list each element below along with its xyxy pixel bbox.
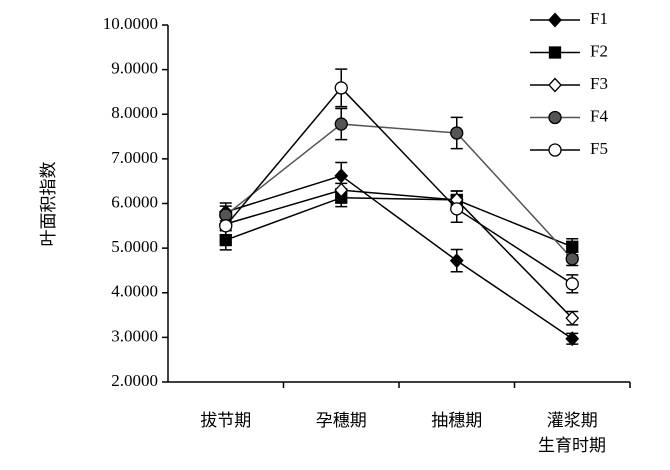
data-point — [565, 310, 580, 326]
series-line — [225, 123, 573, 260]
legend-marker — [548, 12, 562, 28]
data-point — [219, 219, 233, 233]
data-point — [449, 253, 464, 269]
legend-label: F5 — [590, 139, 608, 158]
data-point — [565, 252, 579, 266]
data-point — [334, 81, 348, 95]
x-tick-label: 拔节期 — [200, 411, 251, 430]
y-tick-label: 7.0000 — [111, 148, 158, 167]
y-tick-label: 8.0000 — [111, 103, 158, 122]
legend-label: F1 — [590, 9, 608, 28]
y-tick-label: 4.0000 — [111, 282, 158, 301]
y-axis-label: 叶面积指数 — [39, 162, 58, 247]
data-point — [334, 168, 349, 184]
y-tick-label: 9.0000 — [111, 59, 158, 78]
data-point — [450, 202, 464, 216]
x-tick-label: 孕穗期 — [316, 411, 367, 430]
y-tick-label: 2.0000 — [111, 371, 158, 390]
y-tick-label: 10.0000 — [103, 14, 158, 33]
data-point — [566, 240, 579, 253]
x-tick-label: 抽穗期 — [431, 411, 482, 430]
series-line — [225, 189, 573, 319]
x-tick-label: 灌浆期 — [547, 411, 598, 430]
data-point — [219, 233, 232, 247]
series-line — [225, 175, 573, 340]
data-point — [450, 126, 464, 140]
data-point — [565, 277, 579, 291]
series-line — [225, 196, 573, 248]
legend-marker — [548, 110, 562, 125]
legend-marker — [548, 77, 562, 93]
legend-label: F2 — [590, 41, 608, 60]
data-point — [565, 331, 580, 347]
data-point — [334, 182, 349, 198]
legend-marker — [548, 46, 562, 59]
y-tick-label: 3.0000 — [111, 326, 158, 345]
y-tick-label: 5.0000 — [111, 237, 158, 256]
data-point — [334, 117, 348, 131]
legend-label: F4 — [590, 106, 608, 125]
x-axis-label: 生育时期 — [538, 436, 606, 455]
y-tick-label: 6.0000 — [111, 192, 158, 211]
legend-marker — [548, 143, 562, 157]
legend-label: F3 — [590, 74, 608, 93]
series-line — [225, 86, 573, 285]
